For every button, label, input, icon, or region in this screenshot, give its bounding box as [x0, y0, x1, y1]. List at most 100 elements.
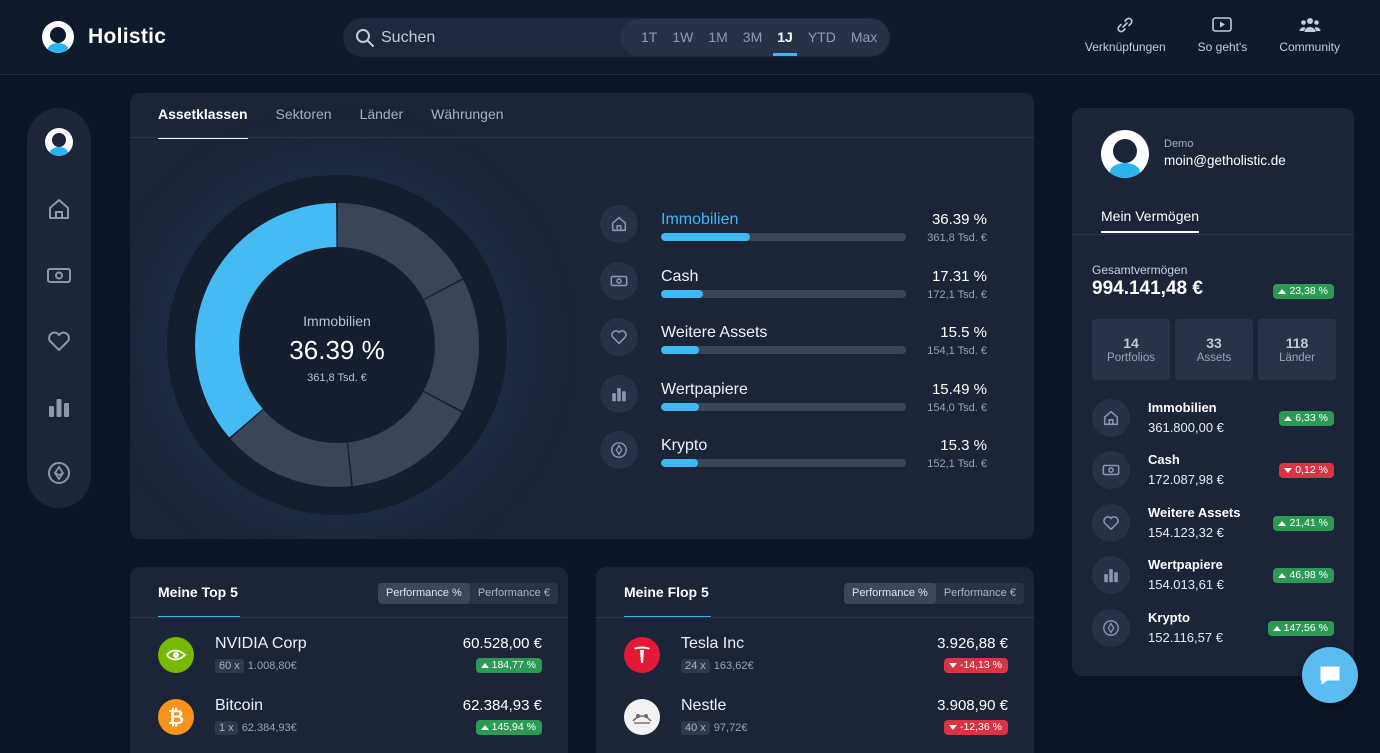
asset-name: Cash: [1148, 452, 1180, 468]
asset-summary-row[interactable]: Cash 172.087,98 € 0,12 %: [1092, 451, 1334, 503]
top5-card: Meine Top 5 Performance % Performance € …: [130, 567, 568, 753]
asset-summary-row[interactable]: Krypto 152.116,57 € 147,56 %: [1092, 608, 1334, 661]
tab-waehrungen[interactable]: Währungen: [431, 106, 504, 122]
search-bar: 1T 1W 1M 3M 1J YTD Max: [343, 18, 890, 57]
range-1t[interactable]: 1T: [641, 29, 658, 45]
tab-laender[interactable]: Länder: [359, 106, 404, 122]
donut-slice-cash[interactable]: [337, 203, 463, 299]
range-ytd[interactable]: YTD: [807, 29, 836, 45]
arrow-up-icon: [480, 663, 489, 668]
donut-chart: Immobilien 36.39 % 361,8 Tsd. €: [167, 175, 507, 515]
nav-label: Community: [1279, 40, 1340, 54]
donut-slice-weitere-assets[interactable]: [423, 279, 479, 412]
bar-chart-icon[interactable]: [46, 394, 72, 420]
position-row[interactable]: NVIDIA Corp 60 x 1.008,80€ 60.528,00 € 184,7…: [158, 631, 542, 687]
performance-value: 184,77 %: [491, 659, 536, 671]
crypto-icon: [1103, 619, 1119, 636]
top5-title: Meine Top 5: [158, 567, 240, 618]
toggle-performance-eur[interactable]: Performance €: [943, 587, 1016, 599]
asset-summary-row[interactable]: Wertpapiere 154.013,61 € 46,98 %: [1092, 556, 1334, 608]
allocation-amount: 154,0 Tsd. €: [927, 401, 987, 414]
stat-portfolios[interactable]: 14 Portfolios: [1092, 319, 1170, 380]
nav-community[interactable]: Community: [1279, 16, 1340, 54]
range-max[interactable]: Max: [850, 29, 878, 45]
allocation-percent: 15.3 %: [940, 437, 987, 454]
asset-icon-circle: [600, 431, 638, 469]
range-3m[interactable]: 3M: [742, 29, 763, 45]
asset-icon-circle: [1092, 451, 1130, 490]
arrow-up-icon: [1284, 416, 1293, 421]
allocation-row[interactable]: Cash 17.31 % 172,1 Tsd. €: [600, 261, 990, 319]
range-1m[interactable]: 1M: [708, 29, 728, 45]
donut-slice-krypto[interactable]: [230, 409, 352, 487]
top5-toggle: Performance % Performance €: [378, 583, 558, 604]
avatar[interactable]: [45, 128, 73, 156]
brand[interactable]: Holistic: [42, 21, 166, 53]
toggle-performance-pct[interactable]: Performance %: [378, 583, 470, 604]
allocation-row[interactable]: Krypto 15.3 % 152,1 Tsd. €: [600, 431, 990, 488]
asset-icon-circle: [1092, 556, 1130, 595]
chat-button[interactable]: [1302, 647, 1358, 703]
total-perf: 23,38 %: [1289, 285, 1328, 297]
donut-slice-immobilien[interactable]: [195, 203, 337, 438]
nav-label: Verknüpfungen: [1084, 40, 1166, 54]
tab-sektoren[interactable]: Sektoren: [275, 106, 332, 122]
community-icon: [1299, 18, 1321, 32]
donut-center-amount: 361,8 Tsd. €: [307, 372, 367, 384]
profile-email: moin@getholistic.de: [1164, 153, 1286, 168]
allocation-name: Krypto: [661, 437, 708, 454]
range-1j[interactable]: 1J: [773, 19, 797, 56]
arrow-up-icon: [480, 725, 489, 730]
stat-assets[interactable]: 33 Assets: [1175, 319, 1253, 380]
bar-chart-icon: [1104, 569, 1118, 583]
stat-laender[interactable]: 118 Länder: [1258, 319, 1336, 380]
tab-mein-vermoegen[interactable]: Mein Vermögen: [1101, 208, 1200, 233]
allocation-row[interactable]: Weitere Assets 15.5 % 154,1 Tsd. €: [600, 318, 990, 375]
asset-value: 154.123,32 €: [1148, 524, 1224, 540]
performance-badge: 145,94 %: [475, 720, 542, 735]
asset-icon-circle: [600, 374, 638, 413]
position-meta: 60 x 1.008,80€: [215, 659, 297, 673]
heart-icon: [611, 330, 627, 345]
profile-avatar[interactable]: [1101, 130, 1149, 178]
tab-divider: [130, 137, 1034, 138]
allocation-bar: [661, 346, 906, 354]
allocation-row[interactable]: Wertpapiere 15.49 % 154,0 Tsd. €: [600, 374, 990, 432]
tab-assetklassen[interactable]: Assetklassen: [158, 93, 248, 139]
performance-value: 0,12 %: [1295, 464, 1328, 477]
asset-summary-row[interactable]: Immobilien 361.800,00 € 6,33 %: [1092, 399, 1334, 451]
allocation-percent: 36.39 %: [931, 211, 987, 228]
stat-number: 14: [1123, 335, 1139, 351]
position-row[interactable]: Nestle 40 x 97,72€ 3.908,90 € -12,36 %: [624, 693, 1008, 749]
position-name: Nestle: [681, 697, 727, 714]
performance-value: 147,56 %: [1283, 621, 1328, 634]
home-icon[interactable]: [46, 196, 72, 222]
asset-summary-row[interactable]: Weitere Assets 154.123,32 € 21,41 %: [1092, 503, 1334, 556]
toggle-performance-eur[interactable]: Performance €: [477, 587, 550, 599]
stat-number: 118: [1285, 335, 1309, 351]
nvidia-logo: [158, 637, 194, 673]
position-row[interactable]: ₿ Bitcoin 1 x 62.384,93€ 62.384,93 € 145,94 %: [158, 693, 542, 749]
allocation-row[interactable]: Immobilien 36.39 % 361,8 Tsd. €: [600, 205, 990, 262]
link-icon: [1117, 17, 1133, 33]
position-row[interactable]: Tesla Inc 24 x 163,62€ 3.926,88 € -14,13 %: [624, 631, 1008, 687]
stat-label: Assets: [1196, 352, 1232, 364]
nav-verknuepfungen[interactable]: Verknüpfungen: [1085, 16, 1166, 54]
toggle-performance-pct[interactable]: Performance %: [844, 583, 936, 604]
asset-value: 172.087,98 €: [1148, 472, 1224, 488]
asset-value: 361.800,00 €: [1148, 420, 1224, 435]
arrow-down-icon: [948, 725, 957, 730]
performance-badge: -14,13 %: [943, 658, 1008, 673]
crypto-icon[interactable]: [46, 460, 72, 486]
heart-icon[interactable]: [46, 328, 72, 354]
allocation-bar-fill: [661, 402, 699, 411]
position-price: 163,62€: [713, 660, 754, 672]
nav-so-gehts[interactable]: So geht's: [1198, 16, 1247, 54]
donut-slice-wertpapiere[interactable]: [348, 391, 462, 487]
position-value: 3.926,88 €: [937, 635, 1008, 652]
cash-icon[interactable]: [46, 262, 72, 288]
range-1w[interactable]: 1W: [672, 29, 694, 45]
performance-value: -12,36 %: [959, 721, 1002, 733]
performance-badge: 6,33 %: [1279, 411, 1334, 426]
search-input[interactable]: [381, 24, 611, 51]
